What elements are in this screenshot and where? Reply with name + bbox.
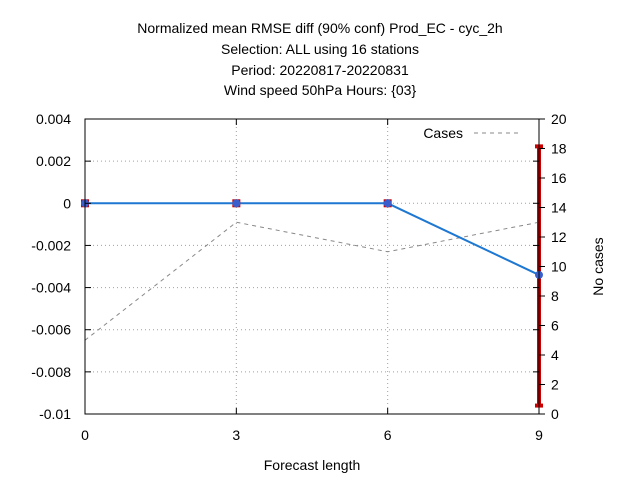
y2-tick-label: 20 bbox=[551, 111, 567, 127]
y-tick-label: -0.004 bbox=[31, 280, 71, 296]
y2-tick-label: 8 bbox=[551, 288, 559, 304]
x-axis-label: Forecast length bbox=[264, 457, 361, 473]
y-tick-label: -0.01 bbox=[39, 406, 71, 422]
y2-tick-label: 6 bbox=[551, 318, 559, 334]
x-tick-label: 6 bbox=[384, 427, 392, 443]
y-tick-label: 0.002 bbox=[36, 153, 71, 169]
series-line-cases bbox=[84, 221, 540, 341]
grid-layer bbox=[85, 119, 539, 414]
chart-title-line-4: Wind speed 50hPa Hours: {03} bbox=[223, 82, 417, 98]
y2-tick-label: 4 bbox=[551, 347, 559, 363]
y2-tick-label: 0 bbox=[551, 406, 559, 422]
x-tick-label: 9 bbox=[535, 427, 543, 443]
tick-layer: 0.004 0.002 0 -0.002 -0.004 -0.006 -0.008 -0.01… bbox=[31, 111, 566, 443]
y2-tick-label: 14 bbox=[551, 200, 567, 216]
chart-title-line-3: Period: 20220817-20220831 bbox=[231, 62, 409, 78]
data-point bbox=[232, 199, 241, 208]
y-tick-label: -0.008 bbox=[31, 364, 71, 380]
y2-tick-label: 18 bbox=[551, 141, 567, 157]
y2-tick-label: 16 bbox=[551, 170, 567, 186]
x-tick-label: 0 bbox=[81, 427, 89, 443]
y-tick-label: -0.002 bbox=[31, 237, 71, 253]
y-tick-label: 0 bbox=[63, 195, 71, 211]
y-tick-label: 0.004 bbox=[36, 111, 71, 127]
legend: Cases bbox=[423, 125, 521, 141]
y-tick-label: -0.006 bbox=[31, 322, 71, 338]
chart-title-line-1: Normalized mean RMSE diff (90% conf) Pro… bbox=[137, 20, 503, 36]
x-tick-label: 3 bbox=[232, 427, 240, 443]
series-line-rmse-diff bbox=[85, 202, 540, 276]
y2-axis-label: No cases bbox=[590, 237, 606, 295]
chart-title-line-2: Selection: ALL using 16 stations bbox=[221, 41, 419, 57]
y2-tick-label: 12 bbox=[551, 229, 567, 245]
series-layer bbox=[81, 144, 543, 408]
plot-frame bbox=[84, 118, 540, 415]
y2-tick-label: 10 bbox=[551, 259, 567, 275]
y2-tick-label: 2 bbox=[551, 377, 559, 393]
legend-label-cases: Cases bbox=[423, 125, 463, 141]
data-point bbox=[383, 199, 392, 208]
